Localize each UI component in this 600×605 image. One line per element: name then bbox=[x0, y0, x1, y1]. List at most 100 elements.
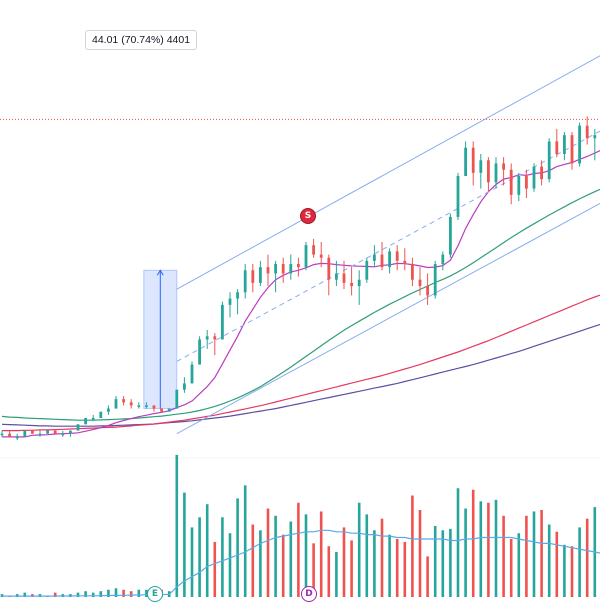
candle-body bbox=[107, 408, 110, 412]
price-candle bbox=[585, 116, 589, 145]
candle-body bbox=[15, 436, 19, 439]
candle-body bbox=[160, 408, 163, 412]
candle-body bbox=[251, 270, 255, 283]
volume-bar bbox=[53, 592, 57, 597]
candle-body bbox=[509, 169, 513, 195]
candle-body bbox=[0, 433, 4, 436]
volume-bar bbox=[198, 517, 201, 597]
ma-fast-line bbox=[2, 150, 600, 438]
candle-body bbox=[46, 430, 49, 434]
price-candle bbox=[259, 260, 262, 286]
volume-bar bbox=[297, 502, 300, 597]
price-candle bbox=[449, 213, 452, 258]
candle-body bbox=[221, 304, 224, 340]
candle-body bbox=[274, 264, 277, 274]
volume-bar bbox=[494, 499, 498, 597]
price-candle bbox=[53, 430, 57, 434]
candle-body bbox=[281, 264, 285, 274]
price-candle bbox=[464, 141, 467, 176]
candle-body bbox=[289, 264, 293, 274]
price-range-measure[interactable] bbox=[143, 269, 178, 410]
candle-body bbox=[122, 399, 125, 403]
volume-bar bbox=[380, 518, 384, 597]
price-candle bbox=[456, 172, 460, 220]
price-candle bbox=[335, 260, 338, 286]
volume-bar bbox=[23, 592, 27, 597]
price-candle bbox=[289, 254, 293, 280]
candle-body bbox=[517, 176, 521, 195]
price-candle bbox=[167, 408, 171, 412]
volume-bar bbox=[373, 530, 376, 597]
candle-body bbox=[228, 298, 232, 305]
price-candle bbox=[129, 399, 133, 409]
price-candle bbox=[198, 336, 201, 365]
volume-bar bbox=[107, 589, 110, 597]
candle-body bbox=[479, 160, 483, 173]
price-candle bbox=[31, 430, 34, 434]
measure-arrow-head bbox=[156, 269, 164, 276]
candle-body bbox=[342, 273, 346, 283]
volume-bar bbox=[395, 539, 399, 597]
price-candle bbox=[509, 163, 513, 205]
price-candle bbox=[76, 424, 80, 431]
volume-bar bbox=[319, 511, 323, 597]
volume-bar bbox=[99, 591, 103, 597]
trend-channel[interactable] bbox=[176, 50, 600, 435]
price-candle bbox=[304, 242, 308, 271]
price-candle bbox=[578, 122, 581, 167]
candle-body bbox=[555, 141, 559, 154]
volume-bar bbox=[266, 508, 270, 597]
price-candle bbox=[160, 408, 163, 412]
candle-body bbox=[471, 147, 475, 173]
volume-bar bbox=[137, 589, 141, 597]
volume-bar bbox=[274, 515, 277, 597]
ma-mid-line bbox=[1, 188, 600, 421]
price-candle bbox=[319, 242, 323, 268]
volume-bar bbox=[502, 515, 505, 597]
candle-body bbox=[449, 216, 452, 255]
price-candle bbox=[145, 402, 148, 409]
candle-body bbox=[403, 260, 407, 264]
price-candle bbox=[152, 405, 156, 412]
volume-bar bbox=[433, 525, 437, 597]
channel-line-solid bbox=[176, 202, 600, 435]
volume-bar bbox=[365, 514, 369, 597]
ma-slow-line bbox=[2, 294, 600, 432]
candle-body bbox=[532, 166, 536, 189]
volume-bar bbox=[114, 588, 118, 597]
price-candle bbox=[274, 260, 277, 293]
volume-bar bbox=[175, 454, 179, 597]
volume-bar bbox=[532, 511, 536, 597]
candle-body bbox=[137, 405, 141, 407]
volume-bar bbox=[578, 527, 581, 597]
volume-bar bbox=[418, 510, 422, 597]
volume-bar bbox=[563, 544, 566, 597]
price-candle bbox=[46, 430, 49, 434]
candle-body bbox=[335, 273, 338, 280]
candle-body bbox=[152, 405, 156, 409]
volume-bar bbox=[304, 514, 308, 597]
candle-body bbox=[243, 270, 247, 293]
candle-body bbox=[319, 254, 323, 258]
candle-body bbox=[175, 389, 179, 409]
split-event-badge[interactable]: S bbox=[300, 208, 316, 224]
candle-body bbox=[266, 267, 270, 274]
candle-body bbox=[441, 254, 445, 264]
candle-body bbox=[494, 163, 498, 183]
candle-body bbox=[190, 364, 194, 384]
price-candle bbox=[555, 128, 559, 158]
candle-body bbox=[259, 267, 262, 283]
candle-body bbox=[388, 251, 391, 268]
volume-bar bbox=[129, 591, 133, 597]
volume-bar bbox=[357, 502, 361, 597]
candle-body bbox=[433, 264, 437, 296]
price-candle bbox=[547, 138, 551, 183]
volume-bar bbox=[122, 589, 125, 597]
price-candle bbox=[525, 169, 528, 198]
price-candle bbox=[487, 157, 490, 192]
price-candle bbox=[540, 160, 543, 186]
volume-bar bbox=[555, 531, 559, 597]
price-candle bbox=[213, 333, 217, 356]
